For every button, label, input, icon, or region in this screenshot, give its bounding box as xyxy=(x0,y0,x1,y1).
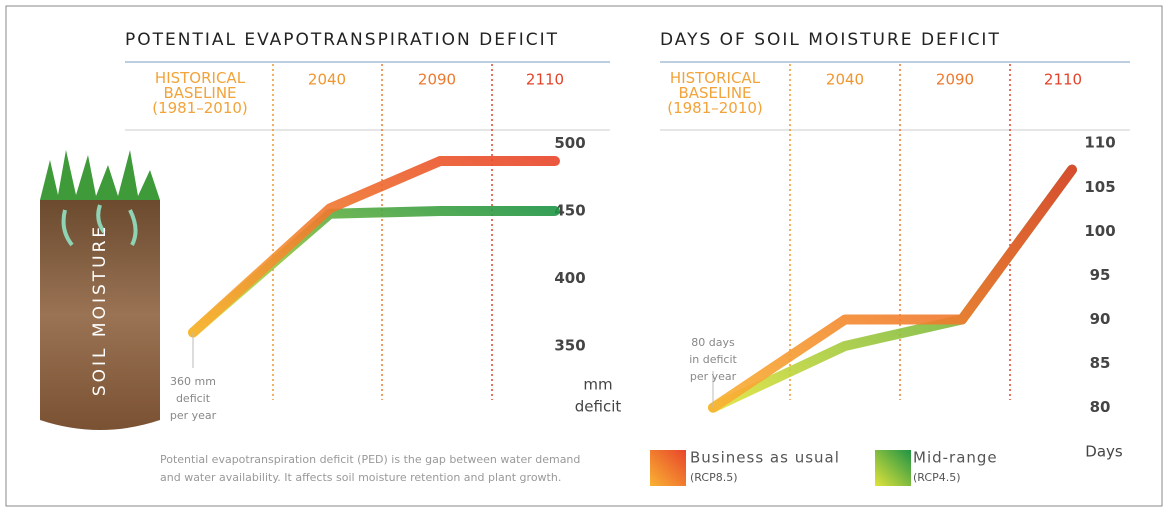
y-tick-label: 100 xyxy=(1084,222,1115,240)
frame xyxy=(5,5,1163,507)
legend-swatch xyxy=(875,450,911,486)
y-tick-label: 95 xyxy=(1090,266,1111,284)
y-tick-label: 110 xyxy=(1084,134,1115,152)
annotation: per year xyxy=(690,370,737,383)
category-label: 2110 xyxy=(1044,71,1082,89)
y-tick-label: 105 xyxy=(1084,178,1115,196)
y-tick-label: 500 xyxy=(554,134,585,152)
legend-code: (RCP4.5) xyxy=(913,471,961,484)
annotation: per year xyxy=(170,409,217,422)
category-label: 2110 xyxy=(526,71,564,89)
soil-illustration: SOIL MOISTURE xyxy=(40,150,160,430)
y-tick-label: 400 xyxy=(554,269,585,287)
y-tick-label: 450 xyxy=(554,202,585,220)
category-label: 2090 xyxy=(936,71,974,89)
annotation: 80 days xyxy=(691,336,735,349)
legend-code: (RCP8.5) xyxy=(690,471,738,484)
y-axis-label: deficit xyxy=(575,398,622,416)
footnote: and water availability. It affects soil … xyxy=(160,471,561,484)
legend-swatch xyxy=(650,450,686,486)
category-label: HISTORICAL BASELINE (1981–2010) xyxy=(152,69,248,117)
y-axis-label: mm xyxy=(583,376,612,394)
y-tick-label: 90 xyxy=(1090,310,1111,328)
category-label: 2090 xyxy=(418,71,456,89)
footnote: Potential evapotranspiration deficit (PE… xyxy=(160,453,580,466)
legend-label: Mid-range xyxy=(913,449,998,467)
chart-title: DAYS OF SOIL MOISTURE DEFICIT xyxy=(660,30,1001,50)
category-label: 2040 xyxy=(826,71,864,89)
y-tick-label: 85 xyxy=(1090,354,1111,372)
legend-label: Business as usual xyxy=(690,449,840,467)
illustration-label: SOIL MOISTURE xyxy=(90,224,110,396)
series-line xyxy=(188,156,560,338)
series-line xyxy=(708,164,1077,413)
y-axis-label: Days xyxy=(1085,443,1123,461)
category-label: 2040 xyxy=(308,71,346,89)
category-label: HISTORICAL BASELINE (1981–2010) xyxy=(667,69,763,117)
annotation: deficit xyxy=(176,392,211,405)
annotation: 360 mm xyxy=(170,375,216,388)
y-tick-label: 350 xyxy=(554,337,585,355)
y-tick-label: 80 xyxy=(1090,398,1111,416)
chart-title: POTENTIAL EVAPOTRANSPIRATION DEFICIT xyxy=(125,30,559,50)
annotation: in deficit xyxy=(689,353,737,366)
